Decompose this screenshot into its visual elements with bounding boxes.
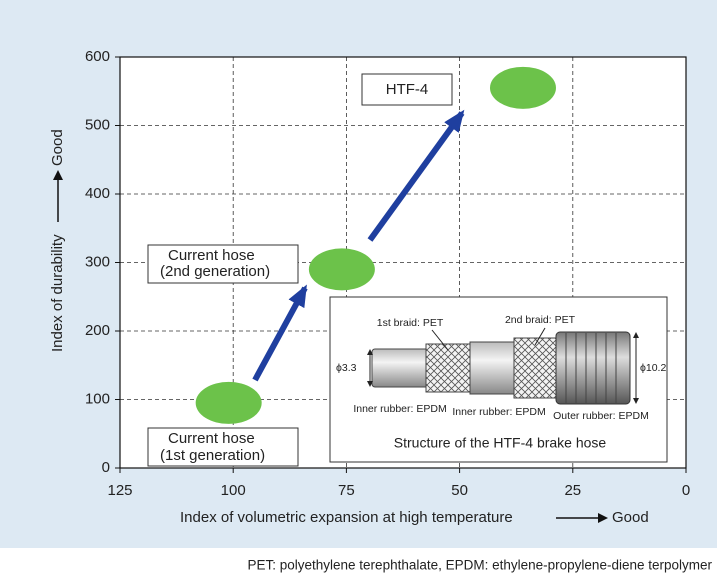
- inset-label: 1st braid: PET: [377, 317, 444, 329]
- point-label: (1st generation): [160, 447, 265, 464]
- y-tick-label: 400: [85, 185, 110, 202]
- y-axis-label-group: Index of durability Good: [49, 129, 66, 352]
- point-label: Current hose: [168, 430, 255, 447]
- x-tick-label: 75: [338, 482, 355, 499]
- inset-label: Inner rubber: EPDM: [452, 406, 545, 418]
- y-axis-label: Index of durability: [49, 234, 66, 352]
- x-tick-label: 50: [451, 482, 468, 499]
- point-label: (2nd generation): [160, 263, 270, 280]
- y-tick-label: 0: [102, 459, 110, 476]
- x-axis-label-good: Good: [612, 509, 649, 526]
- x-tick-label: 0: [682, 482, 690, 499]
- point: [196, 382, 262, 424]
- point-label: HTF-4: [386, 81, 429, 98]
- inset: 1st braid: PET 2nd braid: PET ϕ3.3 ϕ10.2…: [330, 297, 667, 462]
- inset-label: ϕ10.2: [640, 362, 666, 374]
- y-axis-label-good: Good: [49, 129, 66, 166]
- x-tick-label: 125: [107, 482, 132, 499]
- x-axis-label: Index of volumetric expansion at high te…: [180, 509, 513, 526]
- footnote: PET: polyethylene terephthalate, EPDM: e…: [247, 558, 712, 573]
- inset-label: Outer rubber: EPDM: [553, 410, 649, 422]
- y-tick-label: 200: [85, 322, 110, 339]
- y-tick-label: 500: [85, 116, 110, 133]
- y-tick-label: 300: [85, 253, 110, 270]
- y-tick-label: 100: [85, 390, 110, 407]
- point: [309, 248, 375, 290]
- inset-title: Structure of the HTF-4 brake hose: [394, 435, 607, 451]
- inset-label: 2nd braid: PET: [505, 314, 576, 326]
- point-label: Current hose: [168, 247, 255, 264]
- inset-label: Inner rubber: EPDM: [353, 403, 446, 415]
- chart: HTF-4 Current hose (2nd generation) Curr…: [0, 0, 717, 581]
- y-tick-label: 600: [85, 48, 110, 65]
- x-tick-label: 25: [564, 482, 581, 499]
- inset-label: ϕ3.3: [336, 362, 357, 374]
- x-tick-label: 100: [221, 482, 246, 499]
- point: [490, 67, 556, 109]
